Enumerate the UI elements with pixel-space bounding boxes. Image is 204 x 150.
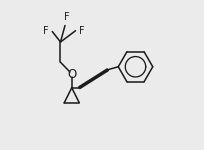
Text: O: O (67, 68, 76, 81)
Text: F: F (63, 12, 69, 22)
Text: F: F (43, 27, 48, 36)
Text: F: F (79, 26, 84, 36)
